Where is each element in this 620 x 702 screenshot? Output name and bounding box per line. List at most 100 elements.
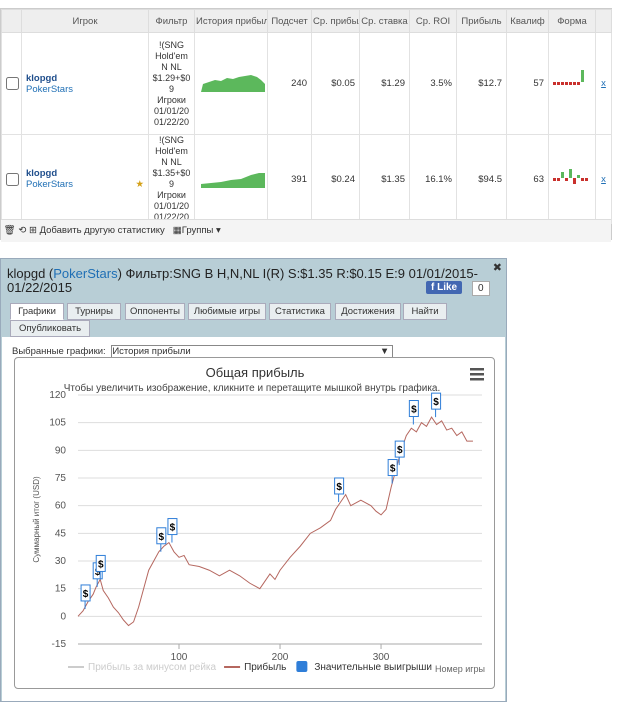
groups[interactable]: ▦Группы ▾ xyxy=(172,225,221,236)
column-header: Ср. ROI xyxy=(409,9,457,33)
y-tick-label: 120 xyxy=(49,390,66,401)
y-tick-label: 75 xyxy=(55,473,67,484)
flag xyxy=(167,518,178,536)
legend-label[interactable]: Значительные выигрыши xyxy=(314,662,432,673)
y-tick-label: 90 xyxy=(55,445,67,456)
select-value: История прибыли xyxy=(112,346,191,357)
column-header: Ср. прибыль xyxy=(311,9,360,33)
flag-label: $ xyxy=(98,559,104,570)
flag xyxy=(408,400,419,418)
y-tick-label: 30 xyxy=(55,556,67,567)
filter-line: 01/01/20 xyxy=(153,105,190,116)
legend-symbol xyxy=(296,661,308,672)
filter-line: 9 xyxy=(168,83,174,94)
player-site: PokerStars xyxy=(26,179,73,190)
title-filter: Фильтр:SNG B H,N,NL I(R) S:$1.35 R:$0.15… xyxy=(7,266,478,295)
table-footer: 🗑 ⟲ ⊞ Добавить другую статистику ▦Группы… xyxy=(1,219,611,242)
checkbox[interactable] xyxy=(6,77,19,90)
flag-label: $ xyxy=(390,464,396,475)
remove[interactable]: x xyxy=(595,32,612,135)
filter-line: $1.29+$0 xyxy=(152,72,191,83)
player-cell: klopgd PokerStars ★ xyxy=(21,134,149,224)
y-tick-label: 15 xyxy=(55,584,67,595)
flag xyxy=(80,584,91,602)
player-panel: klopgd (PokerStars) Фильтр:SNG B H,N,NL … xyxy=(0,258,507,702)
cell-rating: 63 xyxy=(506,134,549,224)
column-header: Игрок xyxy=(21,9,149,33)
filter-line: 01/22/20 xyxy=(153,212,190,222)
add-stat[interactable]: ⊞ Добавить другую статистику xyxy=(28,225,165,236)
checkbox-cell xyxy=(1,134,22,224)
tab[interactable]: Опубликовать xyxy=(10,320,90,337)
column-header: Подсчет xyxy=(267,9,312,33)
sparkline xyxy=(201,172,265,188)
column-header: История прибыл xyxy=(194,9,268,33)
form-cell xyxy=(548,134,596,224)
groups-text: Группы xyxy=(181,225,214,236)
tab[interactable]: Любимые игры xyxy=(188,303,266,320)
flag xyxy=(95,554,106,572)
filter-line: 01/01/20 xyxy=(153,201,190,211)
row: klopgd PokerStars ★ !(SNG Hold'em N NL $1.35+$… xyxy=(1,134,612,224)
flag-label: $ xyxy=(159,532,165,543)
column-header: Ср. ставка xyxy=(359,9,410,33)
filter-line: 9 xyxy=(168,179,174,189)
column-header: Форма xyxy=(548,9,596,33)
flag-label: $ xyxy=(397,445,403,456)
chart-subtitle: Чтобы увеличить изображение, кликните и … xyxy=(64,382,441,394)
y-tick-label: 105 xyxy=(49,418,66,429)
filter-line: Игроки xyxy=(157,190,186,200)
column-header: Фильтр xyxy=(148,9,195,33)
legend-label[interactable]: Прибыль за минусом рейка xyxy=(88,661,217,673)
tab[interactable]: Достижения xyxy=(335,303,401,320)
remove[interactable]: x xyxy=(595,134,612,224)
flag-label: $ xyxy=(95,567,101,578)
title-site[interactable]: PokerStars xyxy=(53,266,118,281)
tab[interactable]: Турниры xyxy=(67,303,121,320)
menu-icon xyxy=(470,378,484,381)
like-text: Like xyxy=(437,282,458,293)
filter-line: N NL xyxy=(161,157,182,167)
filter-line: $1.35+$0 xyxy=(152,168,191,178)
menu-icon xyxy=(470,373,484,376)
flag xyxy=(156,527,167,545)
cell-profit: $12.7 xyxy=(456,32,507,135)
close[interactable]: ✖ xyxy=(492,262,502,274)
checkbox[interactable] xyxy=(6,172,19,186)
flag-label: $ xyxy=(433,397,439,408)
y-tick-label: -15 xyxy=(52,639,67,650)
like-button[interactable]: f Like xyxy=(426,281,463,294)
cell-rating: 57 xyxy=(506,32,549,135)
header xyxy=(1,9,22,33)
history-cell xyxy=(194,134,268,224)
player-name[interactable]: klopgd xyxy=(26,72,58,84)
cell-count: 240 xyxy=(267,32,312,135)
x-axis-label: Номер игры xyxy=(435,664,485,674)
table: Игрок Фильтр История прибыл Подсчет Ср. приб… xyxy=(1,9,612,224)
tab[interactable]: Статистика xyxy=(269,303,331,320)
tab[interactable]: Графики xyxy=(10,303,64,320)
row: klopgd PokerStars !(SNG Hold'em N NL $1.29+$0… xyxy=(1,32,612,135)
form-bars xyxy=(553,70,584,85)
tab[interactable]: Оппоненты xyxy=(125,303,185,320)
tab[interactable]: Найти xyxy=(403,303,447,320)
header xyxy=(595,9,612,33)
panel-title: klopgd (PokerStars) Фильтр:SNG B H,N,NL … xyxy=(7,266,478,295)
cell-count: 391 xyxy=(267,134,312,224)
x-tick-label: 200 xyxy=(272,652,289,663)
title-player: klopgd xyxy=(7,266,46,281)
player-name[interactable]: klopgd xyxy=(26,168,58,179)
flag-label: $ xyxy=(83,589,89,600)
filter-line: Hold'em xyxy=(155,50,188,61)
column-header: Квалиф xyxy=(506,9,549,33)
cell-avg-profit: $0.05 xyxy=(311,32,360,135)
filter-line: 01/22/20 xyxy=(153,116,190,127)
chart-title: Общая прибыль xyxy=(206,365,305,380)
chart: Общая прибыль Чтобы увеличить изображение… xyxy=(14,357,495,689)
flag-label: $ xyxy=(411,405,417,416)
player-site: PokerStars xyxy=(26,83,73,95)
legend-label[interactable]: Прибыль xyxy=(244,661,286,673)
cell-profit: $94.5 xyxy=(456,134,507,224)
cell-avg-stake: $1.35 xyxy=(359,134,410,224)
cell-roi: 16.1% xyxy=(409,134,457,224)
